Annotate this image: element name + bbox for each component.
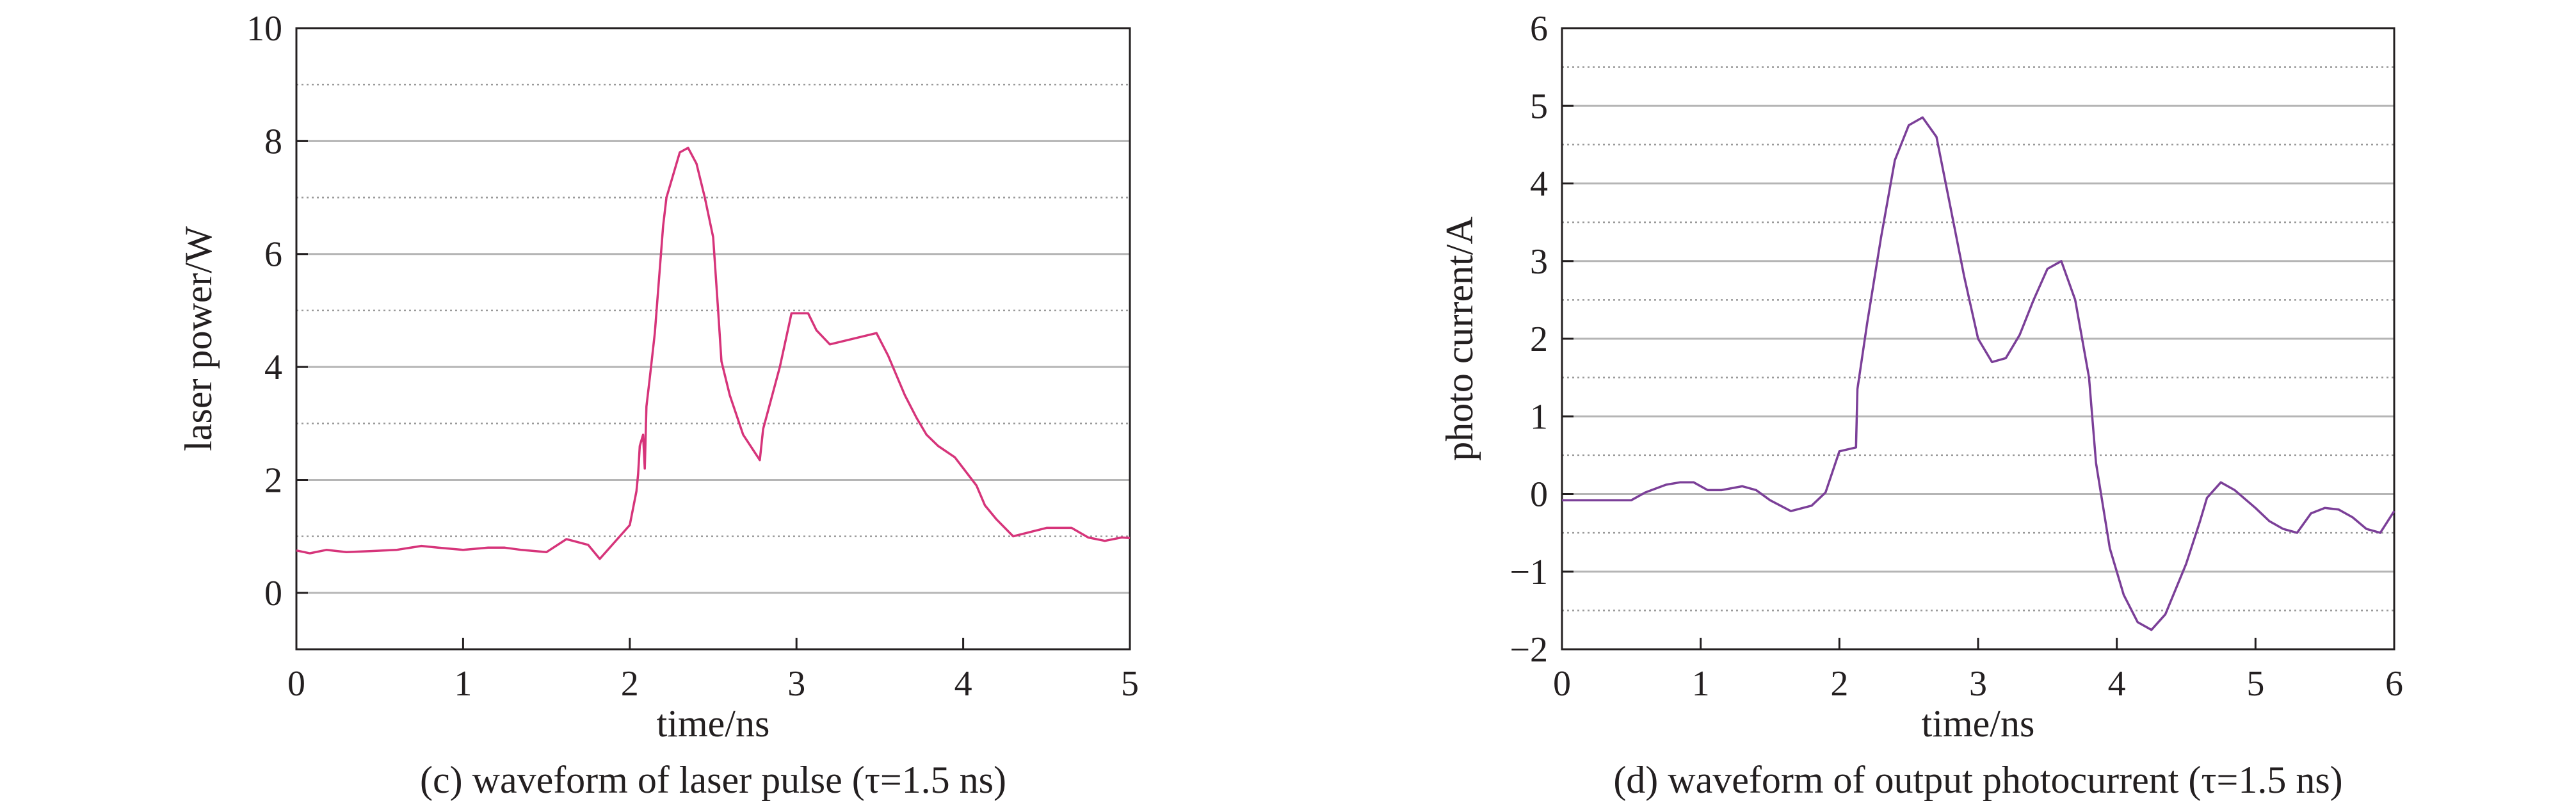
y-tick-label: 0 [1530, 475, 1548, 515]
y-tick-label: 2 [264, 460, 282, 500]
y-axis-label-c: laser power/W [177, 226, 220, 451]
photo-current-line [1562, 116, 2395, 631]
x-tick-label: 3 [1969, 664, 1987, 704]
y-axis-label-d: photo current/A [1438, 216, 1481, 461]
y-tick-label: −1 [1509, 553, 1548, 592]
x-tick-label: 5 [1121, 664, 1139, 704]
x-tick-label: 2 [1830, 664, 1848, 704]
x-tick-label: 6 [2385, 664, 2403, 704]
x-tick-label: 0 [1553, 664, 1571, 704]
y-tick-label: 1 [1530, 397, 1548, 437]
x-tick-label: 4 [954, 664, 972, 704]
x-tick-label: 4 [2108, 664, 2126, 704]
chart-photocurrent: 0 1 2 3 4 5 6 −2 −1 0 1 2 3 4 5 6 time/ns photo current… [1438, 9, 2403, 801]
x-axis-label-d: time/ns [1922, 702, 2035, 745]
y-tick-label: 8 [264, 122, 282, 161]
y-tick-label: 6 [1530, 9, 1548, 49]
y-tick-label: 3 [1530, 242, 1548, 282]
x-axis-label-c: time/ns [657, 702, 770, 745]
x-tick-label: 5 [2246, 664, 2264, 704]
y-tick-label: 0 [264, 574, 282, 613]
y-tick-label: 4 [264, 348, 282, 387]
x-tick-label: 3 [787, 664, 805, 704]
plot-frame-c [295, 27, 1131, 651]
caption-c: (c) waveform of laser pulse (τ=1.5 ns) [420, 759, 1006, 801]
caption-d: (d) waveform of output photocurrent (τ=1… [1613, 759, 2342, 801]
chart-laser-pulse: 0 1 2 3 4 5 0 2 4 6 8 10 time/ns laser power/W (c) … [177, 9, 1139, 801]
x-tick-label: 0 [287, 664, 305, 704]
y-tick-label: 2 [1530, 320, 1548, 359]
x-tick-label: 1 [454, 664, 472, 704]
y-tick-label: 5 [1530, 86, 1548, 126]
y-tick-label: 6 [264, 235, 282, 275]
y-tick-label: 10 [246, 9, 282, 49]
y-tick-label: −2 [1509, 630, 1548, 670]
x-tick-label: 2 [621, 664, 639, 704]
x-tick-label: 1 [1692, 664, 1710, 704]
laser-power-line [296, 147, 1131, 560]
y-tick-label: 4 [1530, 165, 1548, 204]
